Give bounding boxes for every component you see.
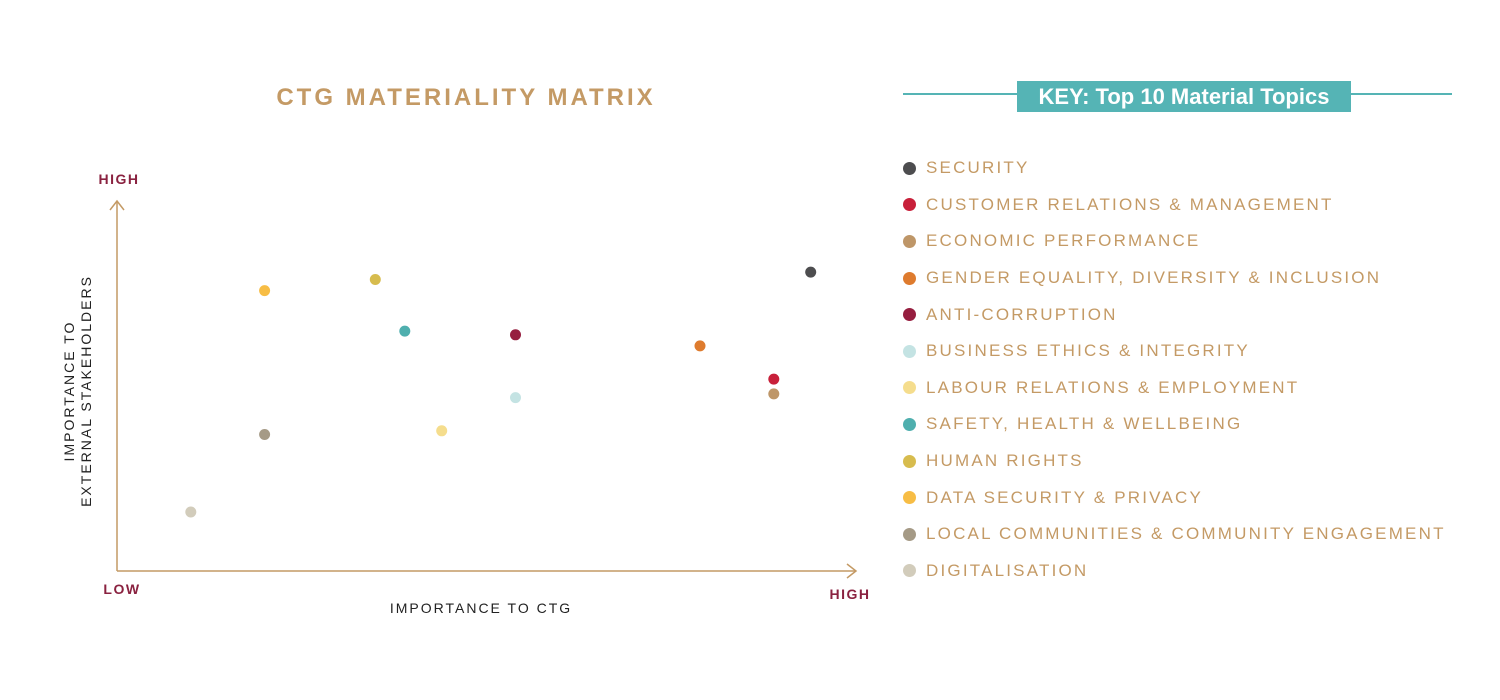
point-customer-relations-management — [768, 373, 780, 385]
legend-label: ANTI-CORRUPTION — [926, 304, 1118, 324]
point-anti-corruption — [510, 329, 521, 341]
x-axis-high-label: HIGH — [830, 586, 871, 602]
scatter-points — [185, 266, 817, 518]
point-local-communities-community-engagement — [259, 429, 271, 440]
legend-label: HUMAN RIGHTS — [926, 451, 1084, 471]
point-safety-health-wellbeing — [399, 325, 411, 337]
y-axis-title: IMPORTANCE TO EXTERNAL STAKEHOLDERS — [61, 275, 94, 507]
legend-label: LABOUR RELATIONS & EMPLOYMENT — [926, 377, 1300, 397]
legend-dot-icon — [903, 344, 916, 358]
point-labour-relations-employment — [436, 425, 448, 437]
legend-dot-icon — [903, 381, 916, 395]
legend-item: ANTI-CORRUPTION — [903, 296, 1493, 333]
point-human-rights — [369, 274, 381, 285]
materiality-chart: CTG MATERIALITY MATRIX HIGH LOW HIGH IMP… — [61, 84, 871, 616]
y-axis-title-line2: EXTERNAL STAKEHOLDERS — [78, 275, 94, 507]
point-digitalisation — [185, 506, 197, 518]
legend-label: ECONOMIC PERFORMANCE — [926, 231, 1201, 251]
legend-item: SECURITY — [903, 150, 1493, 187]
legend-item: GENDER EQUALITY, DIVERSITY & INCLUSION — [903, 260, 1493, 297]
legend-dot-icon — [903, 491, 916, 505]
x-axis-title: IMPORTANCE TO CTG — [390, 600, 572, 616]
y-axis-arrowhead — [109, 199, 125, 211]
legend-label: DATA SECURITY & PRIVACY — [926, 487, 1204, 507]
legend-item: CUSTOMER RELATIONS & MANAGEMENT — [903, 187, 1493, 224]
key-header: KEY: Top 10 Material Topics — [903, 81, 1452, 112]
y-axis-title-line1: IMPORTANCE TO — [61, 321, 77, 462]
legend-label: CUSTOMER RELATIONS & MANAGEMENT — [926, 194, 1334, 214]
point-business-ethics-integrity — [510, 392, 521, 404]
chart-title: CTG MATERIALITY MATRIX — [276, 84, 655, 111]
legend-item: DATA SECURITY & PRIVACY — [903, 479, 1493, 516]
legend-item: LABOUR RELATIONS & EMPLOYMENT — [903, 370, 1493, 407]
legend-dot-icon — [903, 454, 916, 468]
chart-axes — [109, 199, 858, 579]
legend-dot-icon — [903, 198, 916, 212]
legend-dot-icon — [903, 527, 916, 541]
legend-item: HUMAN RIGHTS — [903, 443, 1493, 480]
legend-dot-icon — [903, 308, 916, 322]
legend-dot-icon — [903, 271, 916, 285]
legend-label: SECURITY — [926, 158, 1030, 178]
legend: SECURITY CUSTOMER RELATIONS & MANAGEMENT E… — [903, 150, 1493, 589]
legend-label: GENDER EQUALITY, DIVERSITY & INCLUSION — [926, 268, 1382, 288]
legend-item: LOCAL COMMUNITIES & COMMUNITY ENGAGEMENT — [903, 516, 1493, 553]
point-data-security-privacy — [259, 285, 271, 297]
key-title: KEY: Top 10 Material Topics — [1017, 81, 1351, 112]
y-axis-high-label: HIGH — [99, 171, 140, 187]
x-axis-low-label: LOW — [103, 581, 140, 597]
legend-label: LOCAL COMMUNITIES & COMMUNITY ENGAGEMENT — [926, 524, 1446, 544]
legend-item: DIGITALISATION — [903, 553, 1493, 590]
legend-item: SAFETY, HEALTH & WELLBEING — [903, 406, 1493, 443]
legend-label: BUSINESS ETHICS & INTEGRITY — [926, 341, 1250, 361]
legend-label: SAFETY, HEALTH & WELLBEING — [926, 414, 1243, 434]
point-security — [805, 266, 817, 278]
legend-item: BUSINESS ETHICS & INTEGRITY — [903, 333, 1493, 370]
legend-label: DIGITALISATION — [926, 560, 1089, 580]
legend-item: ECONOMIC PERFORMANCE — [903, 223, 1493, 260]
x-axis-arrowhead — [846, 563, 858, 579]
point-gender-equality-diversity-inclusion — [694, 340, 706, 352]
legend-dot-icon — [903, 417, 916, 431]
legend-dot-icon — [903, 234, 916, 248]
legend-dot-icon — [903, 161, 916, 175]
point-economic-performance — [768, 388, 780, 400]
legend-dot-icon — [903, 564, 916, 578]
